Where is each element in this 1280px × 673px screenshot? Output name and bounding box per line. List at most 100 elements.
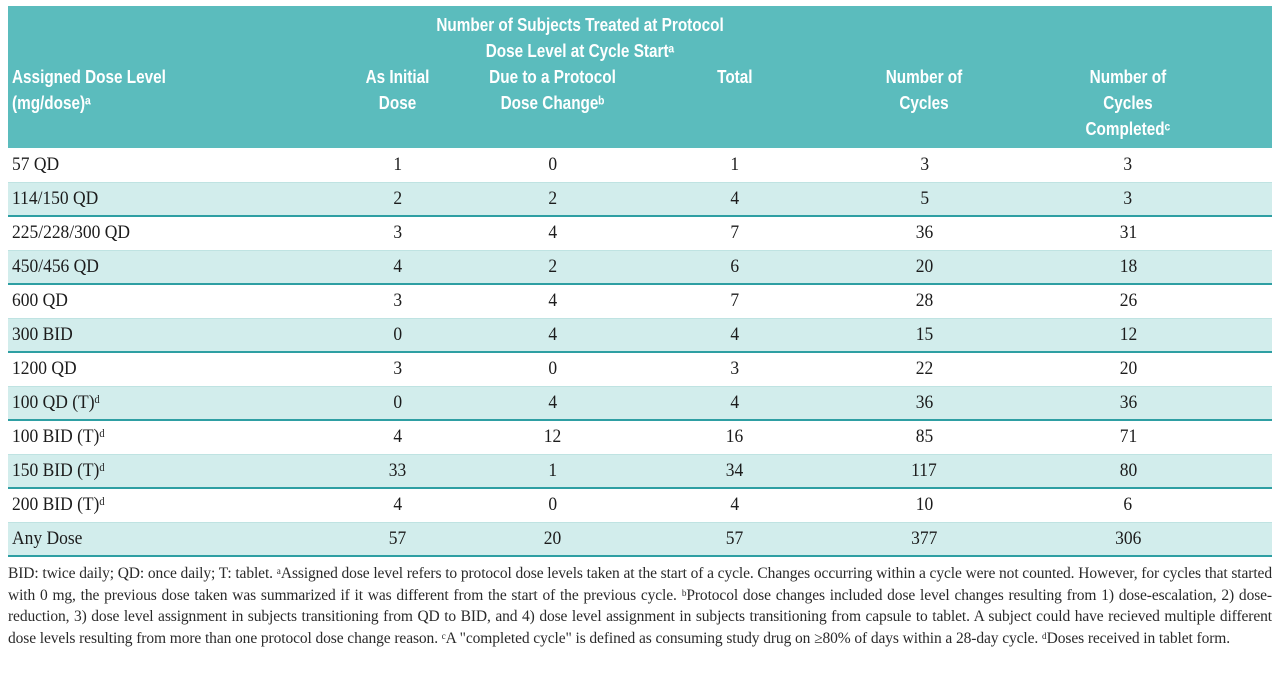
column-header-row: Assigned Dose Level (mg/dose)ᵃ As Initia… xyxy=(8,64,1272,148)
value-cell: 12 xyxy=(1119,323,1137,345)
value-cell: 306 xyxy=(1115,527,1142,549)
dose-level-cell: Any Dose xyxy=(12,527,83,549)
dose-level-cell: 200 BID (T)ᵈ xyxy=(12,494,105,516)
value-cell: 71 xyxy=(1119,426,1137,448)
value-cell: 6 xyxy=(730,255,740,277)
dose-level-cell: 225/228/300 QD xyxy=(12,222,130,244)
table-row: 200 BID (T)ᵈ 4 0 4 10 6 xyxy=(8,488,1272,522)
table-row: 150 BID (T)ᵈ 33 1 34 117 80 xyxy=(8,454,1272,488)
value-cell: 0 xyxy=(548,494,558,516)
header-spacer xyxy=(819,6,1272,64)
col-header-total: Total xyxy=(650,64,820,148)
value-cell: 1 xyxy=(730,153,740,175)
value-cell: 4 xyxy=(393,255,403,277)
value-cell: 15 xyxy=(915,323,934,345)
value-cell: 4 xyxy=(548,323,558,345)
table-body: 57 QD 1 0 1 3 3 114/150 QD 2 2 4 5 3 225/228/300 QD 3… xyxy=(8,148,1272,556)
dose-level-cell: 300 BID xyxy=(12,323,73,345)
value-cell: 0 xyxy=(548,358,558,380)
value-cell: 22 xyxy=(915,358,934,380)
value-cell: 20 xyxy=(1119,358,1137,380)
col-header-due-to-protocol-dose-change: Due to a Protocol Dose Changeᵇ xyxy=(455,64,651,148)
table-row: 100 BID (T)ᵈ 4 12 16 85 71 xyxy=(8,420,1272,454)
table-row: 450/456 QD 4 2 6 20 18 xyxy=(8,250,1272,284)
value-cell: 36 xyxy=(915,391,934,413)
dose-level-cell: 57 QD xyxy=(12,153,60,175)
header-spacer xyxy=(8,6,341,64)
table-row: Any Dose 57 20 57 377 306 xyxy=(8,522,1272,556)
value-cell: 3 xyxy=(1123,187,1133,209)
value-cell: 18 xyxy=(1119,255,1137,277)
value-cell: 10 xyxy=(915,494,934,516)
value-cell: 28 xyxy=(915,290,934,312)
value-cell: 36 xyxy=(915,222,934,244)
value-cell: 80 xyxy=(1119,459,1137,481)
value-cell: 377 xyxy=(911,527,938,549)
value-cell: 16 xyxy=(726,426,744,448)
dose-level-cell: 114/150 QD xyxy=(12,187,99,209)
dose-level-table: Number of Subjects Treated at Protocol D… xyxy=(8,6,1272,557)
table-header: Number of Subjects Treated at Protocol D… xyxy=(8,6,1272,148)
value-cell: 20 xyxy=(915,255,934,277)
dose-level-cell: 100 BID (T)ᵈ xyxy=(12,426,105,448)
dose-level-cell: 100 QD (T)ᵈ xyxy=(12,391,100,413)
value-cell: 2 xyxy=(548,255,558,277)
value-cell: 57 xyxy=(389,527,407,549)
table-row: 1200 QD 3 0 3 22 20 xyxy=(8,352,1272,386)
value-cell: 4 xyxy=(730,323,740,345)
table-row: 57 QD 1 0 1 3 3 xyxy=(8,148,1272,182)
value-cell: 0 xyxy=(393,391,403,413)
value-cell: 3 xyxy=(393,222,403,244)
value-cell: 7 xyxy=(730,222,740,244)
value-cell: 4 xyxy=(730,391,740,413)
table-row: 114/150 QD 2 2 4 5 3 xyxy=(8,182,1272,216)
value-cell: 57 xyxy=(726,527,744,549)
value-cell: 2 xyxy=(548,187,558,209)
value-cell: 4 xyxy=(730,494,740,516)
value-cell: 31 xyxy=(1119,222,1137,244)
value-cell: 3 xyxy=(730,358,740,380)
dose-level-cell: 600 QD xyxy=(12,290,68,312)
value-cell: 3 xyxy=(1123,153,1133,175)
dose-level-cell: 450/456 QD xyxy=(12,255,99,277)
table-row: 100 QD (T)ᵈ 0 4 4 36 36 xyxy=(8,386,1272,420)
value-cell: 4 xyxy=(548,290,558,312)
value-cell: 0 xyxy=(393,323,403,345)
col-header-as-initial-dose: As Initial Dose xyxy=(340,64,456,148)
col-header-assigned-dose-level: Assigned Dose Level (mg/dose)ᵃ xyxy=(8,64,341,148)
value-cell: 4 xyxy=(393,494,403,516)
value-cell: 20 xyxy=(544,527,562,549)
value-cell: 117 xyxy=(911,459,938,481)
table-row: 300 BID 0 4 4 15 12 xyxy=(8,318,1272,352)
dose-level-cell: 150 BID (T)ᵈ xyxy=(12,459,105,481)
value-cell: 33 xyxy=(389,459,407,481)
value-cell: 3 xyxy=(393,290,403,312)
span-header-label: Number of Subjects Treated at Protocol D… xyxy=(436,15,724,61)
span-header-subjects-treated: Number of Subjects Treated at Protocol D… xyxy=(340,6,820,64)
value-cell: 36 xyxy=(1119,391,1137,413)
value-cell: 7 xyxy=(730,290,740,312)
value-cell: 0 xyxy=(548,153,558,175)
value-cell: 26 xyxy=(1119,290,1137,312)
value-cell: 3 xyxy=(919,153,929,175)
table-row: 600 QD 3 4 7 28 26 xyxy=(8,284,1272,318)
footnote: BID: twice daily; QD: once daily; T: tab… xyxy=(8,565,1272,647)
table-row: 225/228/300 QD 3 4 7 36 31 xyxy=(8,216,1272,250)
value-cell: 4 xyxy=(393,426,403,448)
value-cell: 3 xyxy=(393,358,403,380)
value-cell: 4 xyxy=(548,391,558,413)
value-cell: 2 xyxy=(393,187,403,209)
value-cell: 4 xyxy=(730,187,740,209)
value-cell: 1 xyxy=(548,459,558,481)
value-cell: 34 xyxy=(726,459,744,481)
value-cell: 12 xyxy=(544,426,562,448)
dose-level-cell: 1200 QD xyxy=(12,358,77,380)
col-header-number-of-cycles-completed: Number of Cycles Completedᶜ xyxy=(1029,64,1272,148)
value-cell: 6 xyxy=(1123,494,1133,516)
value-cell: 5 xyxy=(919,187,929,209)
value-cell: 1 xyxy=(393,153,403,175)
span-header-row: Number of Subjects Treated at Protocol D… xyxy=(8,6,1272,64)
col-header-number-of-cycles: Number of Cycles xyxy=(819,64,1030,148)
value-cell: 85 xyxy=(915,426,934,448)
